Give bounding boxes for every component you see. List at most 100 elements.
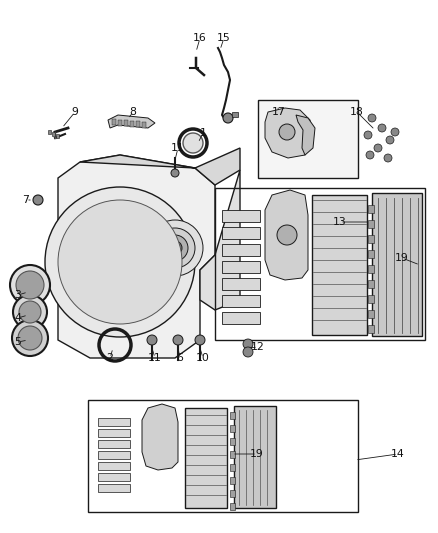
- Bar: [230, 503, 235, 510]
- Bar: [98, 451, 130, 459]
- Circle shape: [366, 151, 374, 159]
- Circle shape: [279, 124, 295, 140]
- Polygon shape: [108, 115, 155, 128]
- Bar: [368, 325, 374, 333]
- Circle shape: [98, 240, 142, 284]
- Circle shape: [112, 254, 128, 270]
- Bar: [142, 122, 146, 127]
- Text: 12: 12: [251, 342, 265, 352]
- Circle shape: [183, 133, 203, 153]
- Bar: [118, 119, 122, 125]
- Circle shape: [378, 124, 386, 132]
- Bar: [230, 412, 235, 419]
- Text: 7: 7: [23, 195, 29, 205]
- Circle shape: [157, 259, 163, 265]
- Bar: [368, 205, 374, 213]
- Circle shape: [155, 249, 162, 255]
- Bar: [312, 195, 367, 335]
- Bar: [230, 438, 235, 445]
- Bar: [230, 490, 235, 497]
- Bar: [230, 477, 235, 484]
- Bar: [136, 121, 140, 127]
- Circle shape: [117, 299, 123, 305]
- Text: 8: 8: [130, 107, 137, 117]
- Circle shape: [77, 259, 83, 265]
- Circle shape: [152, 279, 158, 285]
- Text: 5: 5: [14, 337, 21, 347]
- Text: 2: 2: [106, 353, 113, 363]
- Circle shape: [13, 295, 47, 329]
- Circle shape: [12, 320, 48, 356]
- Circle shape: [391, 128, 399, 136]
- Circle shape: [106, 297, 113, 304]
- Circle shape: [19, 301, 41, 323]
- Circle shape: [78, 269, 85, 276]
- Circle shape: [384, 154, 392, 162]
- Circle shape: [117, 219, 123, 225]
- Bar: [368, 295, 374, 303]
- Text: 3: 3: [14, 290, 21, 300]
- Circle shape: [145, 231, 151, 237]
- Circle shape: [368, 114, 376, 122]
- Bar: [130, 120, 134, 126]
- Circle shape: [89, 287, 95, 293]
- Bar: [98, 462, 130, 470]
- Circle shape: [45, 187, 195, 337]
- Polygon shape: [265, 108, 312, 158]
- Circle shape: [97, 294, 103, 300]
- Circle shape: [85, 227, 155, 297]
- Bar: [52, 132, 55, 136]
- Circle shape: [155, 228, 195, 268]
- Circle shape: [243, 347, 253, 357]
- Circle shape: [127, 297, 133, 304]
- Text: 19: 19: [395, 253, 409, 263]
- Bar: [98, 440, 130, 448]
- Circle shape: [97, 224, 103, 230]
- Circle shape: [147, 335, 157, 345]
- Text: 11: 11: [171, 143, 185, 153]
- Circle shape: [155, 269, 162, 276]
- Bar: [222, 210, 260, 222]
- Bar: [368, 280, 374, 288]
- Circle shape: [147, 220, 203, 276]
- Circle shape: [137, 224, 143, 230]
- Bar: [98, 429, 130, 437]
- Bar: [368, 265, 374, 273]
- Polygon shape: [265, 190, 308, 280]
- Circle shape: [18, 326, 42, 350]
- Circle shape: [16, 271, 44, 299]
- Text: 10: 10: [196, 353, 210, 363]
- Polygon shape: [142, 404, 178, 470]
- Bar: [230, 425, 235, 432]
- Circle shape: [127, 220, 133, 227]
- Bar: [234, 406, 276, 508]
- Text: 17: 17: [272, 107, 286, 117]
- Polygon shape: [200, 170, 240, 310]
- Circle shape: [173, 335, 183, 345]
- Circle shape: [78, 249, 85, 255]
- Bar: [222, 312, 260, 324]
- Bar: [48, 130, 51, 134]
- Text: 15: 15: [217, 33, 231, 43]
- Circle shape: [364, 131, 372, 139]
- Text: 13: 13: [333, 217, 347, 227]
- Bar: [230, 451, 235, 458]
- Text: 14: 14: [391, 449, 405, 459]
- Circle shape: [152, 239, 158, 245]
- Bar: [372, 193, 422, 336]
- Bar: [222, 244, 260, 256]
- Bar: [368, 310, 374, 318]
- Circle shape: [195, 335, 205, 345]
- Bar: [215, 188, 425, 340]
- Circle shape: [277, 225, 297, 245]
- Circle shape: [10, 265, 50, 305]
- Bar: [124, 120, 128, 126]
- Circle shape: [33, 195, 43, 205]
- Bar: [368, 220, 374, 228]
- Bar: [112, 119, 116, 125]
- Text: 9: 9: [71, 107, 78, 117]
- Circle shape: [106, 220, 113, 227]
- Bar: [56, 134, 59, 138]
- Bar: [222, 227, 260, 239]
- Polygon shape: [296, 115, 315, 155]
